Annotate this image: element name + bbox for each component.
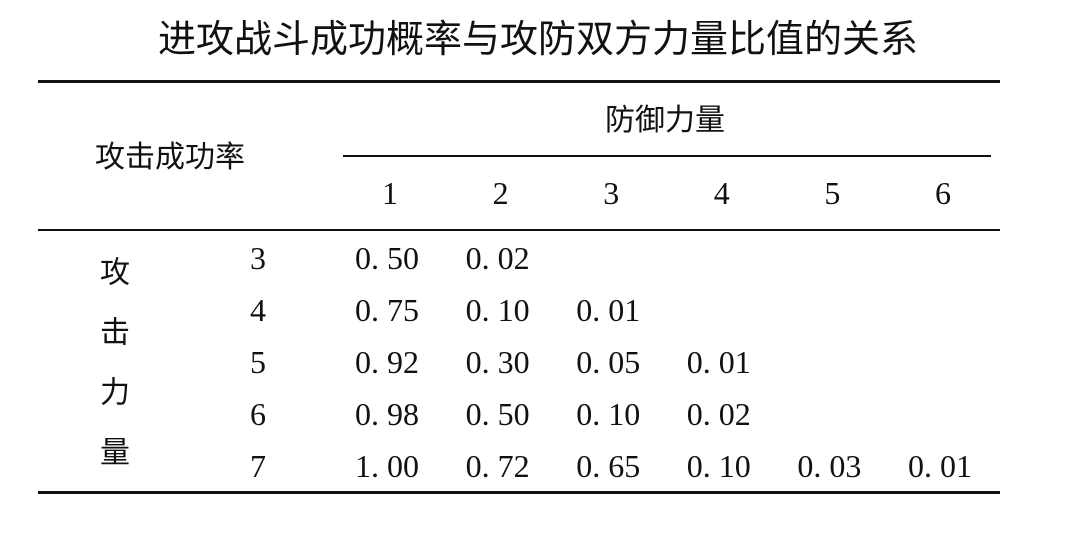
cell: 0. 50	[355, 240, 419, 276]
column-header: 4	[713, 175, 730, 211]
column-group-header: 防御力量	[605, 103, 725, 138]
cell: 0. 02	[465, 240, 530, 276]
cell: 0. 01	[908, 448, 972, 484]
row-label: 6	[250, 396, 266, 432]
column-header: 6	[935, 175, 951, 211]
row-label: 7	[250, 448, 266, 484]
row-label: 4	[250, 292, 266, 328]
cell: 0. 05	[576, 344, 641, 380]
bottom-rule	[38, 491, 1000, 494]
cell: 0. 75	[355, 292, 419, 328]
row-label: 3	[250, 240, 266, 276]
cell: 0. 50	[465, 396, 530, 432]
column-header: 1	[382, 175, 398, 211]
cell: 0. 92	[355, 344, 419, 380]
cell: 0. 10	[465, 292, 530, 328]
column-header: 5	[824, 175, 841, 211]
cell: 0. 01	[686, 344, 751, 380]
cell: 0. 03	[797, 448, 862, 484]
cell: 0. 10	[686, 448, 751, 484]
cell: 0. 65	[576, 448, 641, 484]
top-rule	[38, 80, 1000, 83]
cell: 1. 00	[355, 448, 419, 484]
mid-rule	[38, 229, 1000, 231]
cell: 0. 10	[576, 396, 641, 432]
cell: 0. 30	[465, 344, 530, 380]
cell: 0. 72	[465, 448, 530, 484]
cell: 0. 02	[686, 396, 751, 432]
cell: 0. 98	[355, 396, 419, 432]
column-header: 2	[492, 175, 509, 211]
cell: 0. 01	[576, 292, 641, 328]
row-label: 5	[250, 344, 266, 380]
corner-header: 攻击成功率	[95, 140, 245, 175]
column-header: 3	[603, 175, 620, 211]
row-group-header: 攻击力量	[94, 256, 129, 496]
group-rule	[343, 155, 991, 157]
table-title: 进攻战斗成功概率与攻防双方力量比值的关系	[158, 17, 919, 61]
